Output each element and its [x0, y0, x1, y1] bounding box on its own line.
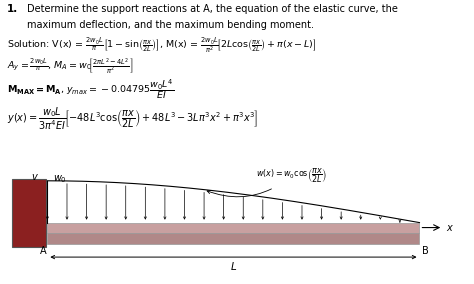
Text: $\mathbf{M_{MAX} = M_A}$, $y_{max} = -0.04795\dfrac{w_0L^4}{EI}$: $\mathbf{M_{MAX} = M_A}$, $y_{max} = -0.… — [7, 78, 174, 102]
Text: B: B — [422, 246, 428, 256]
Text: v: v — [31, 172, 37, 182]
Text: $y(x) = \dfrac{w_0L}{3\pi^4EI}\!\left[-48L^3\cos\!\left(\dfrac{\pi x}{2L}\right): $y(x) = \dfrac{w_0L}{3\pi^4EI}\!\left[-4… — [7, 106, 258, 132]
Text: $A_y = \frac{2w_0L}{\pi}$, $M_A = w_0\!\left[\frac{2\pi L^2 - 4L^2}{\pi^2}\right: $A_y = \frac{2w_0L}{\pi}$, $M_A = w_0\!\… — [7, 57, 134, 76]
Text: maximum deflection, and the maximum bending moment.: maximum deflection, and the maximum bend… — [27, 20, 314, 30]
Text: x: x — [447, 223, 452, 233]
Bar — [47, 223, 419, 233]
Text: $w(x) = w_0\cos\!\left(\dfrac{\pi x}{2L}\right)$: $w(x) = w_0\cos\!\left(\dfrac{\pi x}{2L}… — [207, 166, 328, 197]
Text: 1.: 1. — [7, 4, 18, 14]
Bar — [47, 233, 419, 243]
Text: L: L — [230, 262, 237, 272]
Text: Determine the support reactions at A, the equation of the elastic curve, the: Determine the support reactions at A, th… — [27, 4, 398, 14]
Text: Solution: V(x) = $\frac{2w_0L}{\pi}\left[1 - \sin\!\left(\frac{\pi x}{2L}\right): Solution: V(x) = $\frac{2w_0L}{\pi}\left… — [7, 36, 316, 55]
Bar — [12, 179, 46, 247]
Text: A: A — [40, 246, 47, 256]
Text: $w_0$: $w_0$ — [53, 174, 67, 185]
